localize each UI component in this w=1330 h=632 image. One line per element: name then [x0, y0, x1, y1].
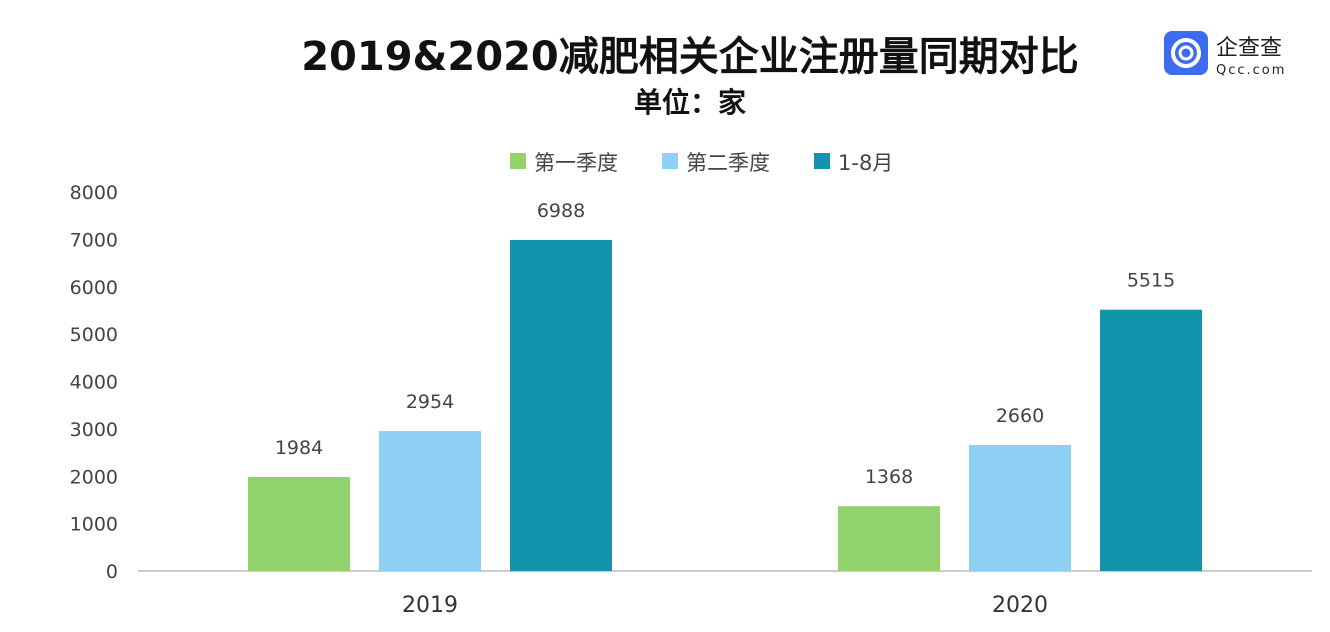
legend-label: 1-8月: [838, 151, 893, 175]
y-tick-label: 7000: [70, 229, 118, 251]
bar: [248, 477, 350, 571]
y-tick-label: 5000: [70, 324, 118, 346]
logo-name: 企查查: [1216, 36, 1282, 61]
logo-domain: Qcc.com: [1216, 63, 1286, 78]
x-tick-label: 2019: [402, 593, 458, 618]
logo-icon: [1164, 31, 1208, 75]
y-axis: 0 1000 2000 3000 4000 5000 6000 7000 8000: [70, 182, 118, 583]
legend-swatch: [510, 153, 526, 169]
bar: [510, 239, 612, 572]
y-tick-label: 6000: [70, 277, 118, 299]
legend-swatch: [814, 153, 830, 169]
x-tick-label: 2020: [992, 593, 1048, 618]
legend-label: 第二季度: [686, 151, 770, 175]
logo: 企查查 Qcc.com: [1164, 31, 1286, 78]
y-tick-label: 4000: [70, 372, 118, 394]
data-label: 6988: [537, 200, 585, 222]
legend: 第一季度 第二季度 1-8月: [510, 151, 893, 175]
data-label: 1984: [275, 437, 323, 459]
bar: [838, 506, 940, 571]
y-tick-label: 8000: [70, 182, 118, 204]
data-label: 1368: [865, 466, 913, 488]
legend-swatch: [662, 153, 678, 169]
y-tick-label: 0: [106, 561, 118, 583]
y-tick-label: 2000: [70, 466, 118, 488]
data-label: 2660: [996, 405, 1044, 427]
bars: 2019 1984 2954 6988 2020 1368 2660 5515: [248, 200, 1202, 618]
chart-title: 2019&2020减肥相关企业注册量同期对比: [301, 34, 1079, 80]
y-tick-label: 1000: [70, 514, 118, 536]
bar: [1100, 309, 1202, 571]
data-label: 2954: [406, 391, 454, 413]
data-label: 5515: [1127, 270, 1175, 292]
bar: [379, 431, 481, 571]
chart-subtitle: 单位：家: [634, 86, 746, 119]
bar: [969, 444, 1071, 571]
y-tick-label: 3000: [70, 419, 118, 441]
legend-label: 第一季度: [534, 151, 618, 175]
